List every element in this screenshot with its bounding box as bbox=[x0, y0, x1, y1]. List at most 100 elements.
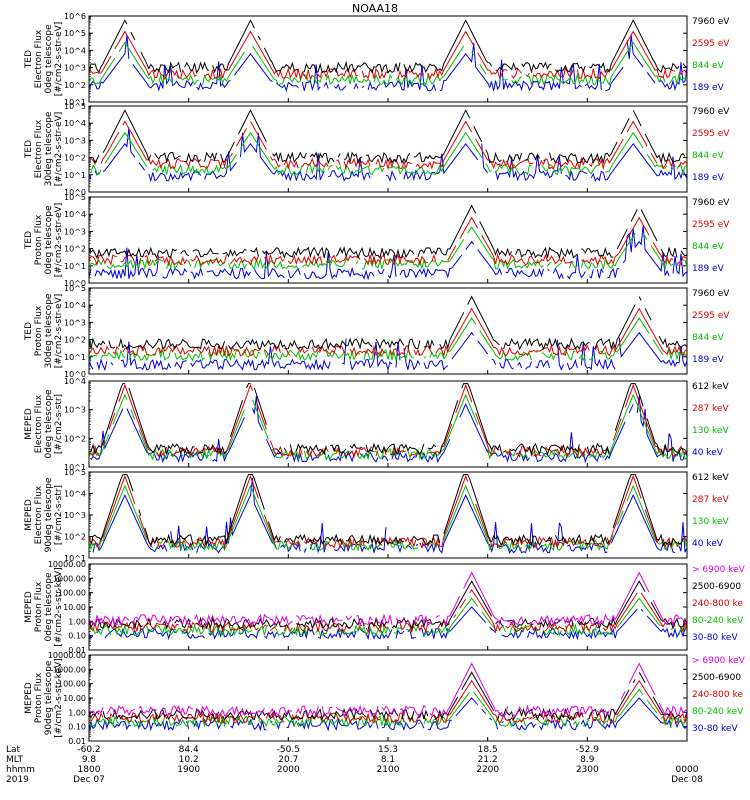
x-column-value: Dec 08 bbox=[671, 775, 703, 785]
y-axis-label: Proton Flux bbox=[34, 214, 44, 265]
x-row-label: 2019 bbox=[6, 775, 29, 785]
y-tick-label: 10^4 bbox=[64, 377, 86, 386]
x-row-label: Lat bbox=[6, 745, 21, 755]
series-line bbox=[91, 475, 687, 545]
y-tick-label: 10^1 bbox=[64, 463, 86, 472]
y-tick-label: 10^2 bbox=[64, 245, 86, 254]
y-tick-label: 0.10 bbox=[68, 723, 86, 732]
y-axis-label: MEPED bbox=[24, 682, 34, 714]
legend-entry: 2595 eV bbox=[692, 220, 730, 230]
y-axis-label: 0deg telescope bbox=[44, 24, 54, 94]
y-tick-label: 10^6 bbox=[64, 12, 86, 21]
x-column-value: Dec 07 bbox=[73, 775, 105, 785]
legend-entry: > 6900 keV bbox=[692, 565, 746, 575]
y-tick-label: 1000.00 bbox=[53, 574, 86, 583]
data-traces bbox=[89, 474, 687, 554]
y-axis-label: [#/cm2-s-str-eV] bbox=[54, 112, 64, 187]
y-tick-label: 100.00 bbox=[58, 589, 86, 598]
panel-frame bbox=[88, 654, 688, 742]
series-line bbox=[89, 41, 687, 87]
data-traces bbox=[89, 383, 687, 464]
legend-entry: 844 eV bbox=[692, 333, 725, 343]
y-axis-label: 0deg telescope bbox=[44, 572, 54, 642]
legend-entry: 40 keV bbox=[692, 539, 724, 549]
x-row-label: hhmm bbox=[6, 765, 35, 775]
y-tick-label: 1000.00 bbox=[53, 665, 86, 674]
series-line bbox=[89, 30, 687, 81]
panel-4: 10^0 10^1 10^2 10^3 10^4 10^5 TED Proton Flux 30… bbox=[24, 284, 730, 379]
y-axis-label: TED bbox=[24, 50, 34, 69]
series-line bbox=[89, 383, 687, 456]
y-tick-label: 10.00 bbox=[63, 694, 86, 703]
y-tick-label: 10^5 bbox=[64, 468, 86, 477]
legend-entry: 240-800 ke bbox=[692, 599, 743, 609]
y-axis-label: [#/cm2-s-str-keV] bbox=[54, 658, 64, 737]
chart-title: NOAA18 bbox=[352, 2, 398, 15]
panel-frame bbox=[88, 15, 688, 103]
panel-7: 0.01 0.10 1.00 10.00 100.00 1000.00 10000.00 ME… bbox=[24, 560, 746, 655]
y-axis-label: 30deg telescope bbox=[44, 111, 54, 186]
legend-entry: 189 eV bbox=[692, 173, 725, 183]
y-tick-label: 10^4 bbox=[64, 119, 86, 128]
x-row-label: MLT bbox=[6, 755, 24, 765]
y-axis-label: [#/cm2-s-str] bbox=[54, 485, 64, 545]
x-column-value: 2100 bbox=[377, 765, 400, 775]
y-axis-label: 90deg telescope bbox=[44, 477, 54, 552]
y-tick-label: 10^4 bbox=[64, 301, 86, 310]
legend-entry: 189 eV bbox=[692, 83, 725, 93]
data-traces bbox=[89, 295, 687, 372]
x-column-value: 1800 bbox=[78, 765, 101, 775]
legend-entry: 80-240 keV bbox=[692, 616, 744, 626]
legend-entry: 2595 eV bbox=[692, 129, 730, 139]
panel-6: 10^1 10^2 10^3 10^4 10^5 MEPED Electron Flux 90… bbox=[24, 468, 729, 563]
y-tick-label: 10^3 bbox=[64, 64, 86, 73]
data-traces bbox=[89, 204, 687, 281]
legend-entry: 612 keV bbox=[692, 473, 729, 483]
legend-entry: 189 eV bbox=[692, 355, 725, 365]
series-line bbox=[89, 216, 687, 267]
y-axis-label: MEPED bbox=[24, 408, 34, 440]
x-column-value: 10.2 bbox=[179, 755, 199, 765]
panel-8: 0.01 0.10 1.00 10.00 100.00 1000.00 10000.00 ME… bbox=[24, 651, 746, 746]
series-line bbox=[89, 474, 687, 550]
y-axis-label: TED bbox=[24, 140, 34, 159]
series-line bbox=[90, 120, 687, 171]
legend-entry: 189 eV bbox=[692, 264, 725, 274]
x-column-value: 2000 bbox=[277, 765, 300, 775]
series-line bbox=[89, 662, 687, 718]
x-column-value: 84.4 bbox=[179, 745, 199, 755]
y-tick-label: 0.01 bbox=[68, 737, 86, 746]
series-line bbox=[89, 679, 687, 725]
legend-entry: 287 keV bbox=[692, 404, 729, 414]
y-tick-label: 10^3 bbox=[64, 511, 86, 520]
x-column-value: 15.3 bbox=[378, 745, 398, 755]
y-tick-label: 10^1 bbox=[64, 554, 86, 563]
series-line bbox=[89, 571, 687, 627]
data-traces bbox=[89, 19, 687, 93]
legend-entry: 2595 eV bbox=[692, 39, 730, 49]
y-axis-label: Electron Flux bbox=[34, 394, 44, 453]
y-tick-label: 10^5 bbox=[64, 102, 86, 111]
x-column-value: 18.5 bbox=[478, 745, 498, 755]
series-line bbox=[89, 225, 687, 281]
data-traces bbox=[89, 109, 687, 183]
legend-entry: 30-80 keV bbox=[692, 724, 738, 734]
y-tick-label: 10.00 bbox=[63, 603, 86, 612]
y-axis-label: Electron Flux bbox=[34, 485, 44, 544]
y-tick-label: 10^4 bbox=[64, 210, 86, 219]
data-traces bbox=[89, 571, 687, 641]
legend-entry: 130 keV bbox=[692, 517, 729, 527]
legend-entry: 240-800 ke bbox=[692, 690, 743, 700]
legend-entry: 7960 eV bbox=[692, 107, 730, 117]
legend-entry: 844 eV bbox=[692, 242, 725, 252]
legend-entry: 844 eV bbox=[692, 151, 725, 161]
series-line bbox=[89, 671, 687, 721]
y-tick-label: 100.00 bbox=[58, 680, 86, 689]
y-tick-label: 0.01 bbox=[68, 646, 86, 655]
y-tick-label: 10^3 bbox=[64, 318, 86, 327]
legend-entry: > 6900 keV bbox=[692, 656, 746, 666]
y-tick-label: 10^5 bbox=[64, 193, 86, 202]
y-axis-label: MEPED bbox=[24, 591, 34, 623]
legend-entry: 7960 eV bbox=[692, 17, 730, 27]
